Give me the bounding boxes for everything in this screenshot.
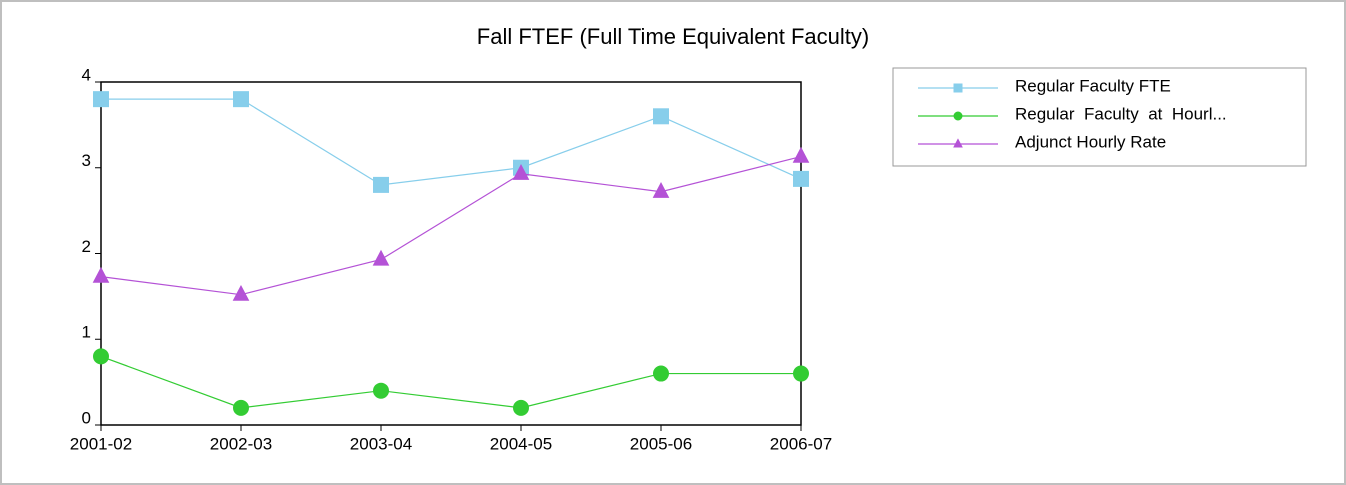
series-line (100, 355, 801, 409)
data-point (793, 365, 809, 382)
legend-label: Regular Faculty FTE (1015, 76, 1171, 95)
y-tick-label: 0 (82, 408, 91, 427)
x-tick-label: 2005-06 (630, 434, 692, 453)
chart-title: Fall FTEF (Full Time Equivalent Faculty) (477, 24, 869, 49)
data-point (373, 382, 389, 399)
data-point (92, 266, 110, 283)
y-tick-label: 3 (82, 151, 91, 170)
x-tick-label: 2001-02 (70, 434, 132, 453)
y-tick-label: 1 (82, 323, 91, 342)
legend-marker (953, 83, 963, 93)
data-point (233, 91, 249, 108)
legend-label: Regular Faculty at Hourl... (1015, 104, 1227, 123)
x-tick-label: 2002-03 (210, 434, 272, 453)
data-point (792, 146, 810, 163)
y-tick-label: 4 (82, 65, 91, 84)
legend-marker (953, 138, 963, 148)
x-tick-label: 2003-04 (350, 434, 412, 453)
data-point (93, 91, 109, 108)
x-tick-label: 2004-05 (490, 434, 552, 453)
data-point (653, 365, 669, 382)
data-point (373, 176, 389, 193)
data-point (233, 399, 249, 416)
legend-label: Adjunct Hourly Rate (1015, 132, 1166, 151)
series-line (100, 156, 802, 296)
data-point (512, 164, 530, 180)
y-tick-label: 2 (82, 237, 91, 256)
data-point (93, 348, 109, 365)
data-point (232, 284, 250, 301)
legend-marker (953, 111, 963, 121)
data-point (652, 182, 670, 198)
data-point (793, 170, 809, 187)
data-point (513, 399, 529, 416)
x-tick-label: 2006-07 (770, 434, 832, 453)
data-point (653, 108, 669, 125)
series-line (101, 98, 802, 186)
data-point (372, 249, 390, 266)
